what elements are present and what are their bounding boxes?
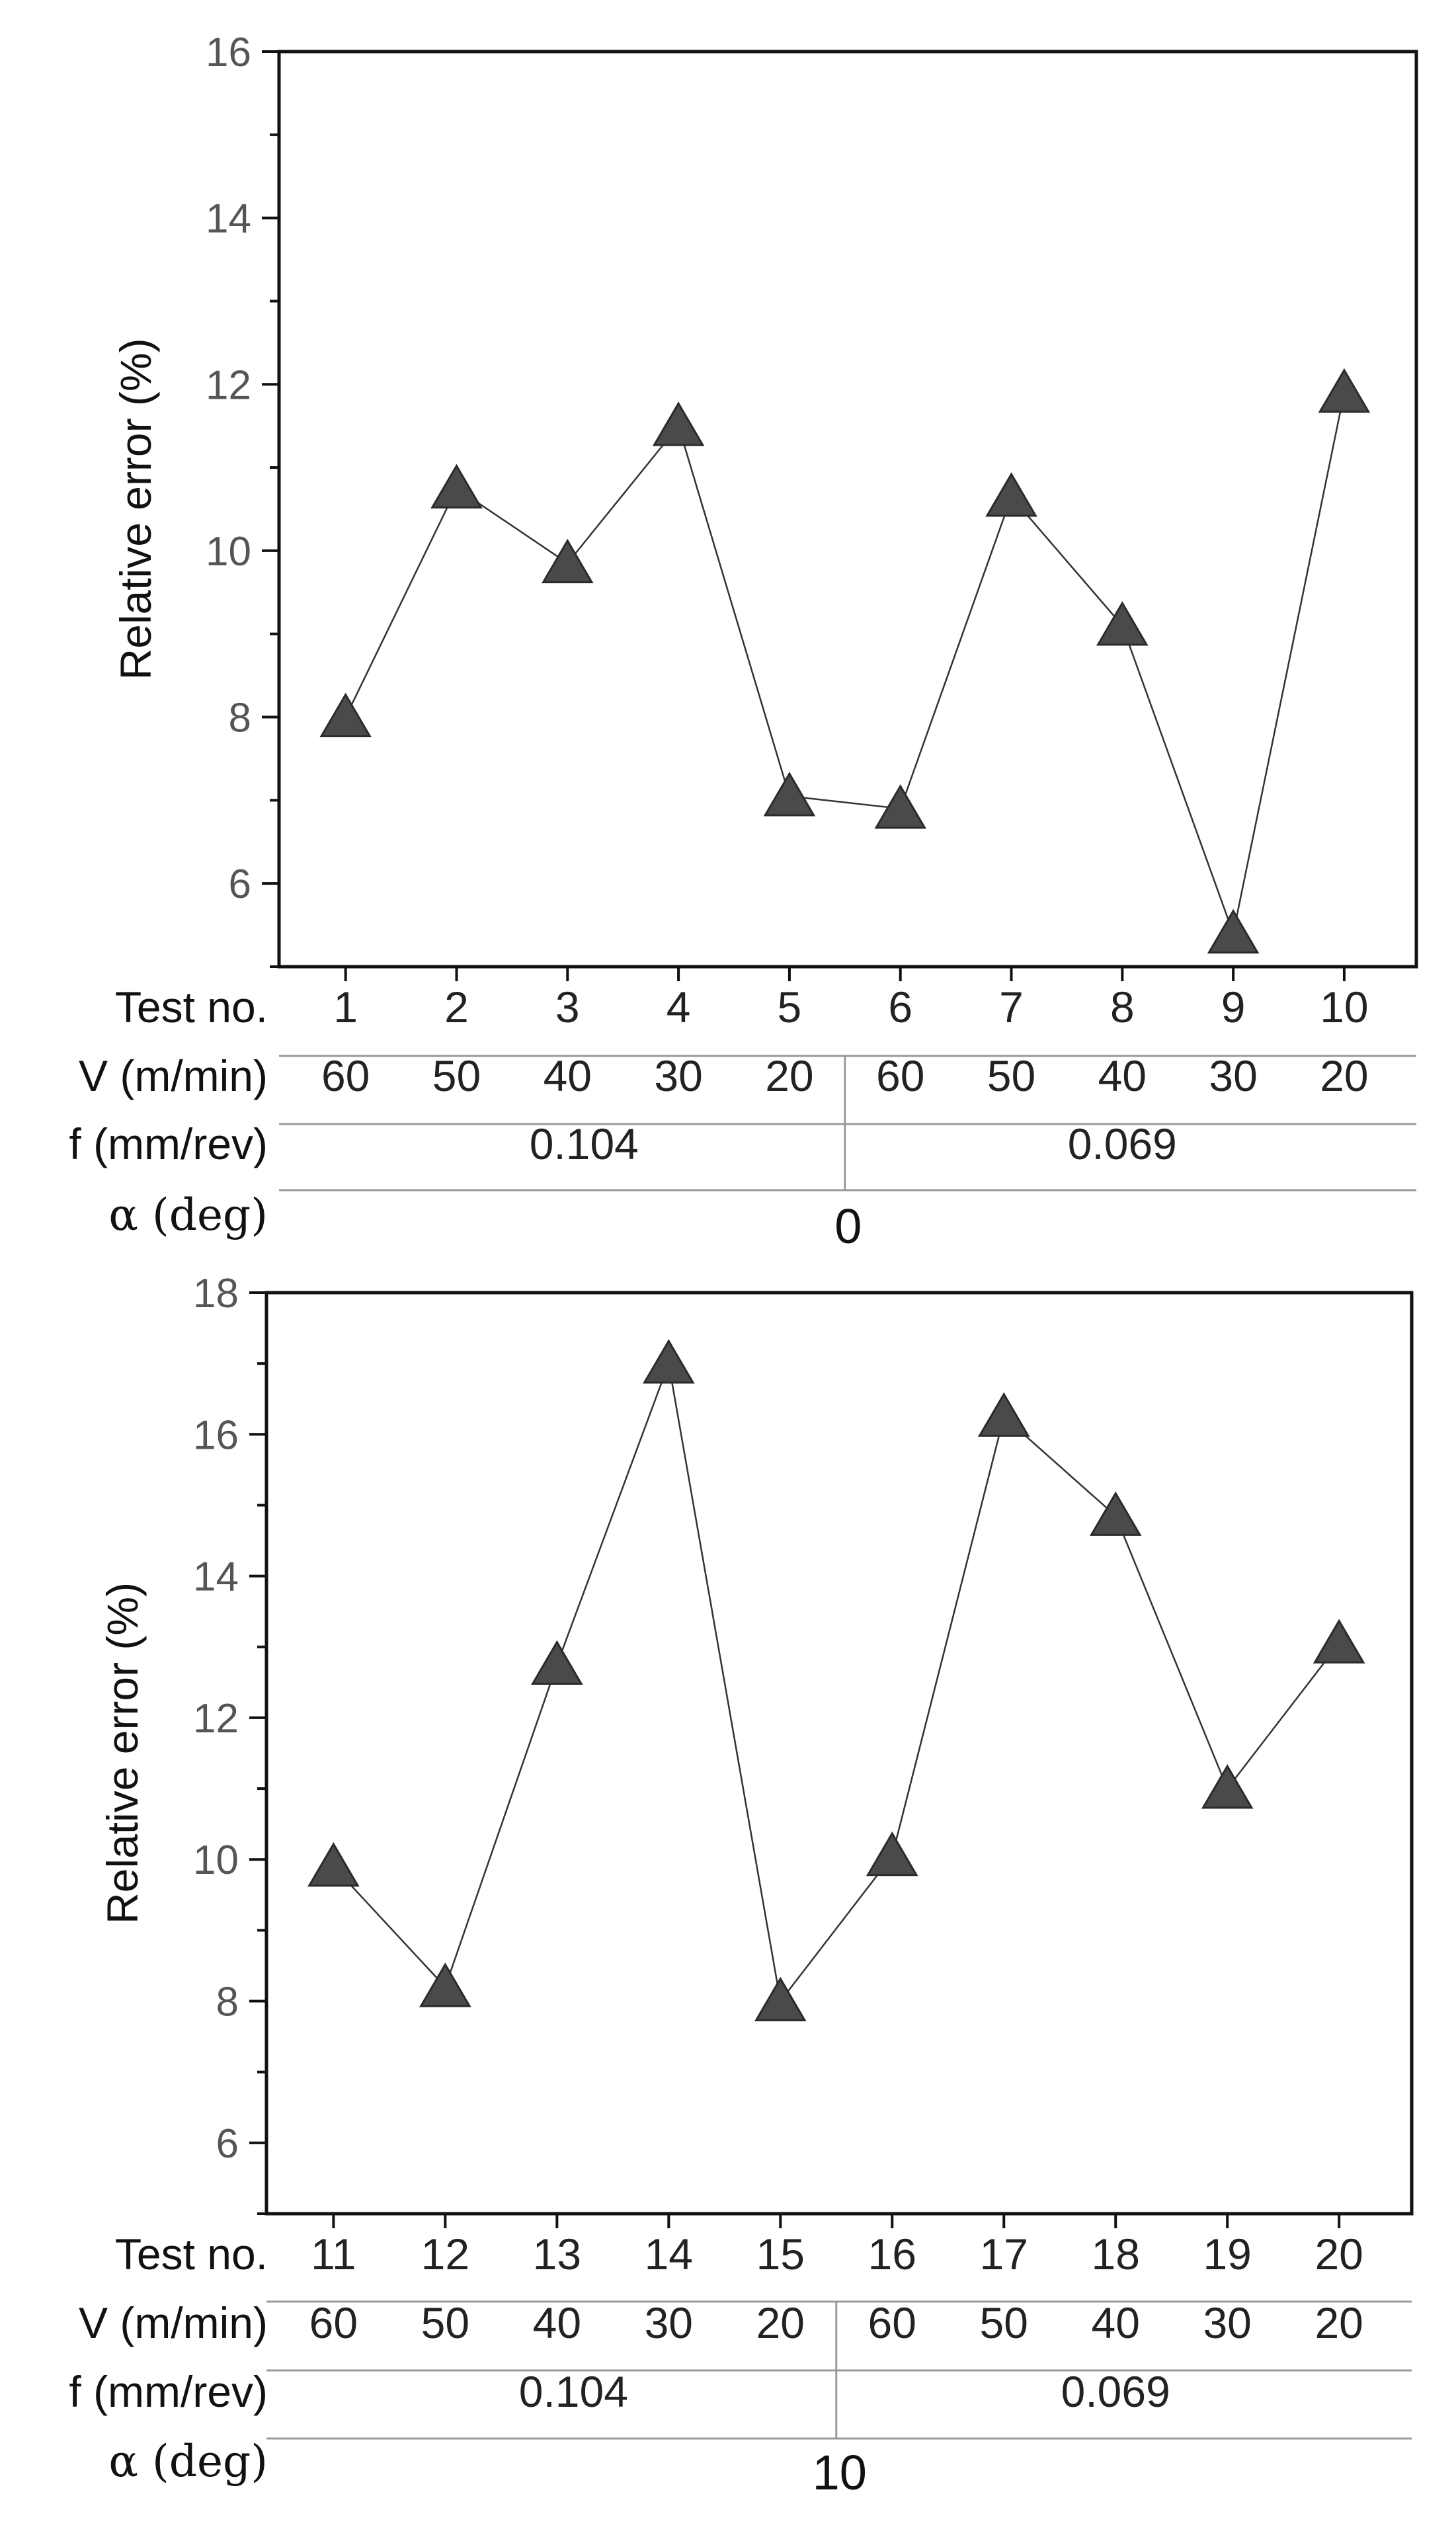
- data-point-marker: [1313, 1619, 1365, 1664]
- v-cell: 60: [321, 1051, 370, 1100]
- v-cell: 30: [654, 1051, 702, 1100]
- y-axis-title: Relative error (%): [111, 338, 160, 680]
- x-tick-label: 16: [868, 2230, 916, 2279]
- y-tick-label: 8: [216, 1980, 239, 2025]
- data-point-marker: [652, 401, 705, 446]
- row-label-test-no: Test no.: [115, 2230, 268, 2279]
- x-tick-label: 7: [999, 983, 1024, 1031]
- row-label-f: f (mm/rev): [69, 1119, 268, 1168]
- row-label-v: V (m/min): [79, 2298, 268, 2347]
- x-tick-label: 15: [756, 2230, 805, 2279]
- data-point-marker: [531, 1640, 583, 1685]
- row-label-test-no: Test no.: [115, 983, 268, 1031]
- f-cell: 0.069: [1061, 2367, 1170, 2416]
- x-tick-label: 6: [888, 983, 912, 1031]
- data-point-marker: [763, 772, 816, 817]
- x-tick-label: 2: [444, 983, 469, 1031]
- row-label-alpha: α (deg): [108, 2436, 268, 2487]
- v-cell: 40: [1098, 1051, 1147, 1100]
- data-point-marker: [985, 472, 1037, 517]
- x-tick-label: 18: [1092, 2230, 1140, 2279]
- v-cell: 40: [1092, 2298, 1140, 2347]
- y-tick-label: 14: [206, 196, 251, 242]
- data-point-marker: [1207, 908, 1260, 954]
- x-tick-label: 8: [1110, 983, 1135, 1031]
- y-tick-label: 12: [206, 362, 251, 408]
- series-line: [333, 1360, 1340, 2003]
- v-cell: 20: [1314, 2298, 1363, 2347]
- x-tick-label: 10: [1320, 983, 1368, 1031]
- data-point-marker: [541, 538, 594, 584]
- row-label-v: V (m/min): [79, 1051, 268, 1100]
- y-axis-title: Relative error (%): [98, 1582, 147, 1924]
- y-tick-label: 14: [193, 1554, 239, 1600]
- v-cell: 50: [987, 1051, 1035, 1100]
- x-tick-label: 3: [555, 983, 580, 1031]
- v-cell: 40: [533, 2298, 581, 2347]
- f-cell: 0.069: [1068, 1119, 1177, 1168]
- data-point-marker: [874, 784, 927, 829]
- data-point-marker: [319, 692, 372, 737]
- x-tick-label: 14: [645, 2230, 693, 2279]
- x-tick-label: 1: [333, 983, 358, 1031]
- data-point-marker: [419, 1962, 471, 2007]
- f-cell: 0.104: [519, 2367, 628, 2416]
- y-tick-label: 10: [193, 1837, 239, 1883]
- v-cell: 50: [432, 1051, 481, 1100]
- data-point-marker: [430, 464, 483, 508]
- data-point-marker: [754, 1976, 807, 2021]
- x-tick-label: 19: [1203, 2230, 1251, 2279]
- y-tick-label: 6: [216, 2121, 239, 2167]
- data-point-marker: [307, 1841, 360, 1887]
- y-tick-label: 16: [206, 30, 251, 75]
- x-tick-label: 4: [667, 983, 691, 1031]
- v-cell: 60: [876, 1051, 924, 1100]
- v-cell: 20: [1320, 1051, 1368, 1100]
- parameter-table: Test no. V (m/min) f (mm/rev) α (deg) 11 12 13…: [69, 2230, 1412, 2500]
- data-point-marker: [1089, 1491, 1142, 1536]
- x-tick-label: 5: [778, 983, 802, 1031]
- data-point-marker: [866, 1831, 918, 1876]
- v-cell: 50: [980, 2298, 1028, 2347]
- data-point-marker: [642, 1339, 695, 1384]
- data-point-marker: [1096, 601, 1149, 646]
- v-cell: 30: [645, 2298, 693, 2347]
- plot-frame: [264, 1291, 1414, 2216]
- x-tick-label: 9: [1221, 983, 1246, 1031]
- x-tick-label: 13: [533, 2230, 581, 2279]
- v-cell: 30: [1203, 2298, 1251, 2347]
- plot-frame: [277, 50, 1418, 969]
- v-cell: 30: [1209, 1051, 1257, 1100]
- x-tick-label: 12: [421, 2230, 469, 2279]
- data-point-marker: [977, 1392, 1030, 1437]
- data-point-marker: [1201, 1764, 1254, 1809]
- parameter-table: Test no. V (m/min) f (mm/rev) α (deg) 1 2 3 4 5 6…: [69, 983, 1416, 1254]
- y-tick-label: 6: [229, 862, 251, 907]
- row-label-alpha: α (deg): [108, 1190, 268, 1240]
- v-cell: 20: [756, 2298, 805, 2347]
- y-tick-label: 18: [193, 1271, 239, 1316]
- v-cell: 60: [868, 2298, 916, 2347]
- v-cell: 50: [421, 2298, 469, 2347]
- alpha-value: 0: [834, 1199, 862, 1254]
- x-tick-label: 20: [1314, 2230, 1363, 2279]
- v-cell: 60: [309, 2298, 358, 2347]
- f-cell: 0.104: [530, 1119, 639, 1168]
- v-cell: 20: [765, 1051, 813, 1100]
- y-tick-label: 16: [193, 1412, 239, 1458]
- x-tick-label: 11: [311, 2230, 356, 2279]
- y-tick-label: 12: [193, 1696, 239, 1742]
- v-cell: 40: [544, 1051, 592, 1100]
- data-point-marker: [1318, 368, 1371, 413]
- x-tick-label: 17: [980, 2230, 1028, 2279]
- y-tick-label: 8: [229, 696, 251, 741]
- alpha-value: 10: [813, 2445, 867, 2500]
- y-tick-label: 10: [206, 529, 251, 575]
- row-label-f: f (mm/rev): [69, 2367, 268, 2416]
- series-line: [344, 392, 1346, 937]
- chart-panel-2: 6 8 10 12 14 16 18 Relative error (%) Test no. V …: [69, 1271, 1414, 2500]
